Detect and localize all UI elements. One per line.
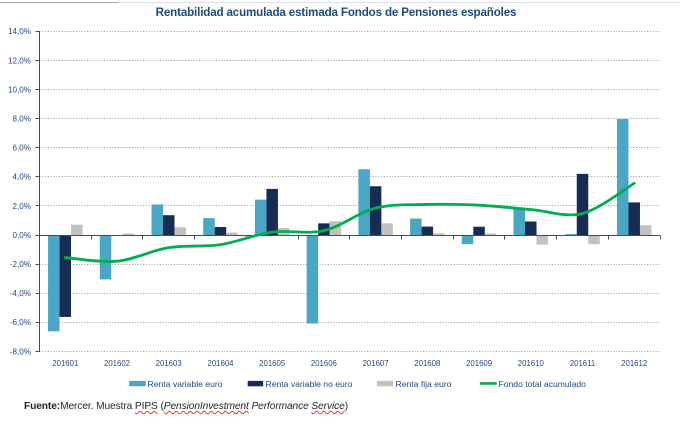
- svg-text:4,0%: 4,0%: [13, 173, 31, 182]
- svg-text:0,0%: 0,0%: [13, 231, 31, 240]
- svg-text:201606: 201606: [311, 359, 337, 368]
- svg-text:201610: 201610: [518, 359, 545, 368]
- svg-text:6,0%: 6,0%: [13, 144, 31, 153]
- svg-text:14,0%: 14,0%: [8, 27, 31, 36]
- svg-text:-4,0%: -4,0%: [10, 289, 31, 298]
- svg-text:12,0%: 12,0%: [8, 56, 31, 65]
- svg-text:201603: 201603: [156, 359, 182, 368]
- svg-text:201611: 201611: [570, 359, 595, 368]
- svg-text:Renta variable no euro: Renta variable no euro: [266, 379, 353, 389]
- svg-text:201601: 201601: [52, 359, 78, 368]
- svg-text:201609: 201609: [466, 359, 492, 368]
- svg-text:2,0%: 2,0%: [13, 202, 31, 211]
- svg-text:201608: 201608: [414, 359, 440, 368]
- svg-text:201612: 201612: [621, 359, 647, 368]
- svg-text:10,0%: 10,0%: [8, 85, 31, 94]
- svg-text:Fondo total acumulado: Fondo total acumulado: [499, 379, 587, 389]
- svg-text:Renta fija euro: Renta fija euro: [396, 379, 452, 389]
- svg-text:8,0%: 8,0%: [13, 115, 31, 124]
- svg-text:201602: 201602: [104, 359, 130, 368]
- svg-text:201604: 201604: [207, 359, 234, 368]
- svg-text:-6,0%: -6,0%: [10, 318, 31, 327]
- svg-text:-2,0%: -2,0%: [10, 260, 31, 269]
- svg-text:-8,0%: -8,0%: [10, 347, 31, 356]
- svg-text:Renta variable euro: Renta variable euro: [148, 379, 223, 389]
- svg-text:201605: 201605: [259, 359, 286, 368]
- svg-text:201607: 201607: [363, 359, 389, 368]
